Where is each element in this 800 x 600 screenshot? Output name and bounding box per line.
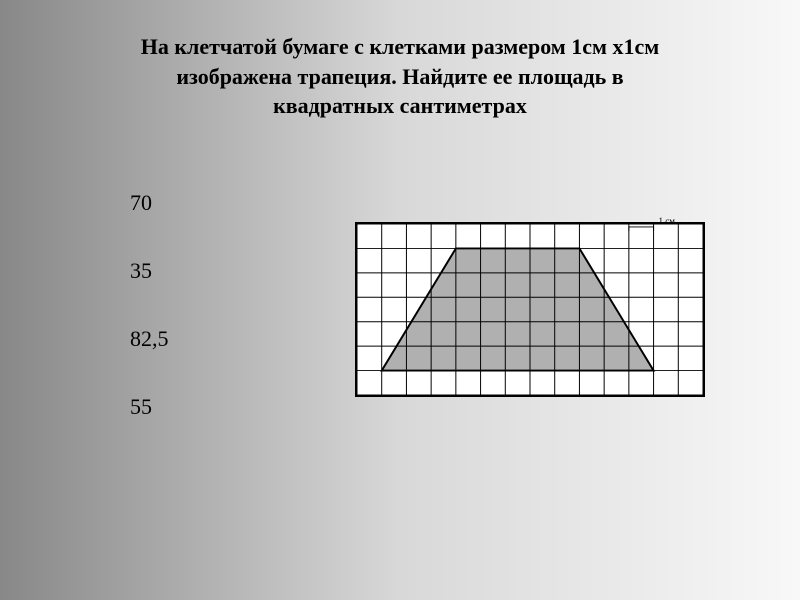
answer-option: 55 (130, 394, 169, 420)
grid-svg (357, 224, 703, 395)
title-line-3: квадратных сантиметрах (273, 93, 527, 118)
answer-options: 70 35 82,5 55 (130, 190, 169, 462)
title-line-2: изображена трапеция. Найдите ее площадь … (176, 64, 623, 89)
scale-label: 1 см (659, 216, 675, 226)
answer-option: 82,5 (130, 326, 169, 352)
grid-figure: 1 см (355, 222, 705, 397)
problem-title: На клетчатой бумаге с клетками размером … (60, 32, 740, 121)
answer-option: 35 (130, 258, 169, 284)
title-line-1: На клетчатой бумаге с клетками размером … (141, 34, 660, 59)
answer-option: 70 (130, 190, 169, 216)
